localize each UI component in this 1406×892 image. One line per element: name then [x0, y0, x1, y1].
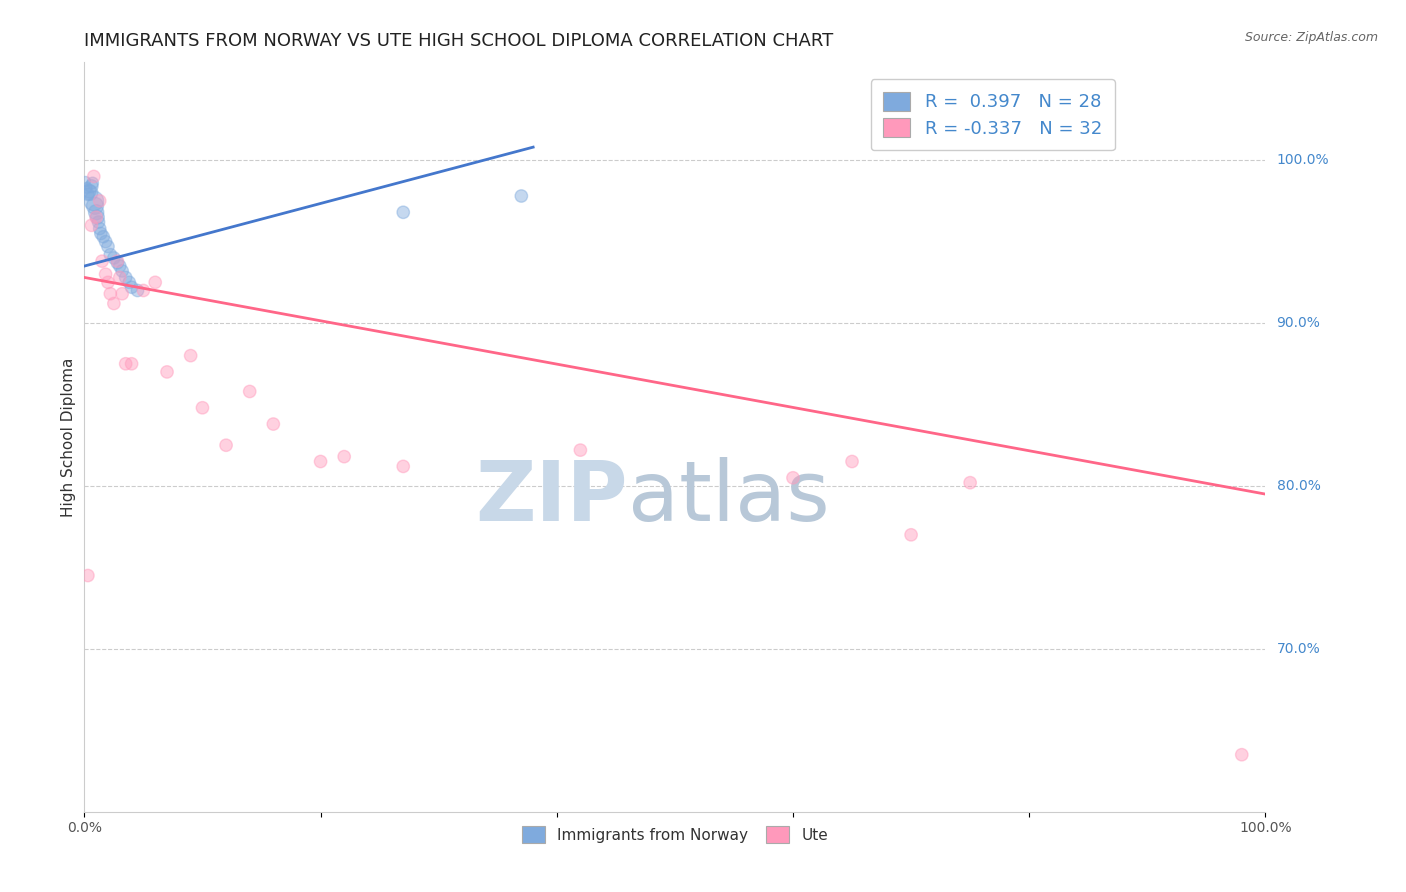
Point [121, 280, 143, 294]
Point [108, 259, 131, 273]
Point [83, 194, 105, 208]
Point [569, 443, 592, 458]
Point [111, 264, 134, 278]
Text: Source: ZipAtlas.com: Source: ZipAtlas.com [1244, 31, 1378, 45]
Point [79, 186, 101, 200]
Point [239, 384, 262, 399]
Point [111, 286, 134, 301]
Point [75, 174, 97, 188]
Y-axis label: High School Diploma: High School Diploma [60, 358, 76, 516]
Point [132, 284, 155, 298]
Text: ZIP: ZIP [475, 457, 627, 538]
Point [76, 181, 98, 195]
Point [114, 357, 136, 371]
Point [97, 276, 120, 290]
Point [309, 454, 332, 468]
Point [215, 438, 238, 452]
Point [91, 229, 114, 244]
Point [82, 176, 104, 190]
Text: 70.0%: 70.0% [1277, 642, 1320, 656]
Point [114, 270, 136, 285]
Point [841, 454, 863, 468]
Text: 90.0%: 90.0% [1277, 316, 1320, 330]
Point [103, 251, 125, 265]
Point [121, 357, 143, 371]
Text: 100.0%: 100.0% [1277, 153, 1329, 167]
Point [156, 365, 179, 379]
Point [782, 471, 804, 485]
Point [94, 235, 117, 249]
Point [84, 205, 107, 219]
Point [103, 296, 125, 310]
Point [98, 247, 121, 261]
Point [108, 270, 131, 285]
Text: IMMIGRANTS FROM NORWAY VS UTE HIGH SCHOOL DIPLOMA CORRELATION CHART: IMMIGRANTS FROM NORWAY VS UTE HIGH SCHOO… [84, 32, 834, 50]
Point [333, 450, 356, 464]
Point [107, 254, 129, 268]
Point [84, 210, 107, 224]
Point [107, 256, 129, 270]
Point [80, 219, 103, 233]
Text: atlas: atlas [627, 457, 830, 538]
Point [143, 276, 166, 290]
Point [180, 349, 202, 363]
Point [83, 169, 105, 184]
Point [1230, 747, 1253, 762]
Point [191, 401, 214, 415]
Point [900, 528, 922, 542]
Point [262, 417, 284, 431]
Point [89, 194, 111, 208]
Point [77, 187, 100, 202]
Point [90, 227, 112, 241]
Point [392, 205, 415, 219]
Point [959, 475, 981, 490]
Point [118, 276, 141, 290]
Point [77, 184, 100, 198]
Point [98, 286, 121, 301]
Point [84, 199, 107, 213]
Point [392, 459, 415, 474]
Point [86, 210, 108, 224]
Point [80, 179, 103, 194]
Point [510, 189, 533, 203]
Text: 80.0%: 80.0% [1277, 479, 1320, 493]
Point [89, 221, 111, 235]
Point [97, 239, 120, 253]
Point [87, 215, 110, 229]
Point [77, 568, 100, 582]
Legend: Immigrants from Norway, Ute: Immigrants from Norway, Ute [516, 820, 834, 849]
Point [127, 284, 149, 298]
Point [94, 267, 117, 281]
Point [91, 254, 114, 268]
